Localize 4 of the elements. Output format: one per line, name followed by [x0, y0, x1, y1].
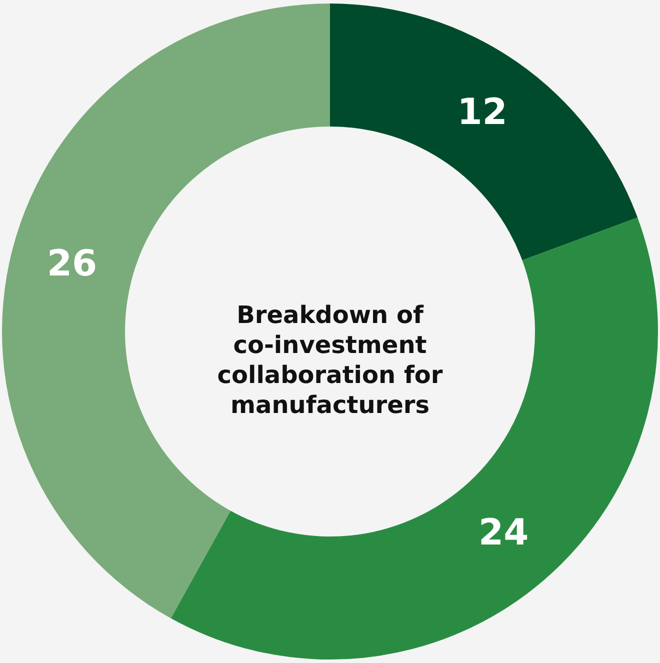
data-label: 24: [478, 512, 529, 554]
text: Breakdown of co-investment collaboration for manufacturers: [217, 301, 443, 419]
data-label: 12: [457, 92, 508, 133]
data-label: 26: [46, 244, 98, 285]
